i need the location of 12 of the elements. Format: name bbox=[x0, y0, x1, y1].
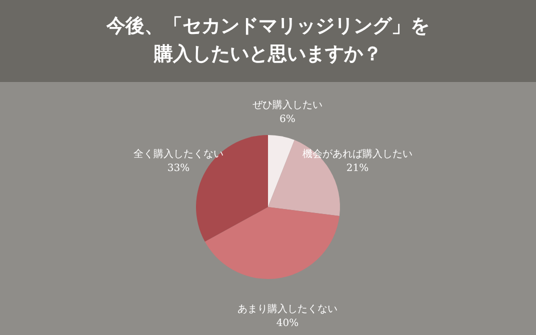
data-label: 6% bbox=[280, 114, 296, 125]
chart-title: 今後、「セカンドマリッジリング」を購入したいと思いますか？ bbox=[105, 14, 430, 67]
slice-label: ぜひ購入したい bbox=[252, 98, 322, 111]
pie-slice bbox=[204, 207, 340, 279]
data-label: 21% bbox=[346, 163, 369, 174]
slice-label: あまり購入したくない bbox=[237, 303, 338, 316]
pie-slice bbox=[196, 135, 268, 242]
data-label: 40% bbox=[276, 318, 299, 330]
pie-slice bbox=[268, 135, 295, 207]
slice-label: 機会があれば購入したい bbox=[302, 148, 413, 160]
data-label: 33% bbox=[167, 163, 190, 174]
slice-label: 全く購入したくない bbox=[133, 148, 224, 160]
